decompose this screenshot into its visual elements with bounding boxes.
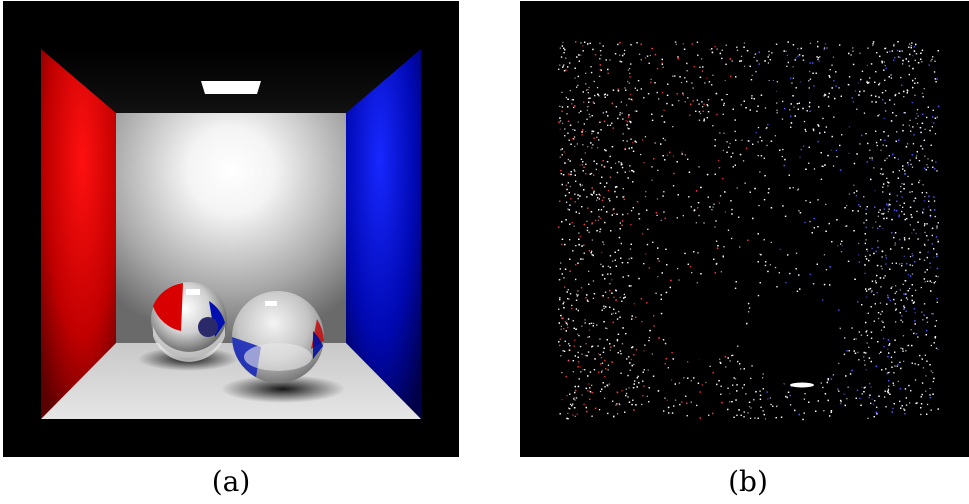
- floor: [41, 343, 421, 419]
- figure-panel-b: [520, 1, 969, 457]
- ceiling-light-dark: [720, 81, 776, 94]
- right-wall-blue: [346, 49, 421, 419]
- ceiling-light: [201, 81, 261, 94]
- mirror-sphere-dark: [668, 282, 746, 360]
- mirror-sphere: [151, 282, 227, 362]
- cornell-box-render-image: [3, 1, 459, 457]
- glass-sphere: [232, 291, 324, 383]
- caustic-highlight: [790, 382, 814, 388]
- left-wall-red: [41, 49, 116, 419]
- figure-panel-a: [3, 1, 459, 457]
- caption-b: (b): [728, 465, 768, 498]
- caption-a: (a): [211, 465, 251, 498]
- noisy-indirect-render-image: [520, 1, 969, 457]
- glass-sphere-dark: [749, 293, 841, 385]
